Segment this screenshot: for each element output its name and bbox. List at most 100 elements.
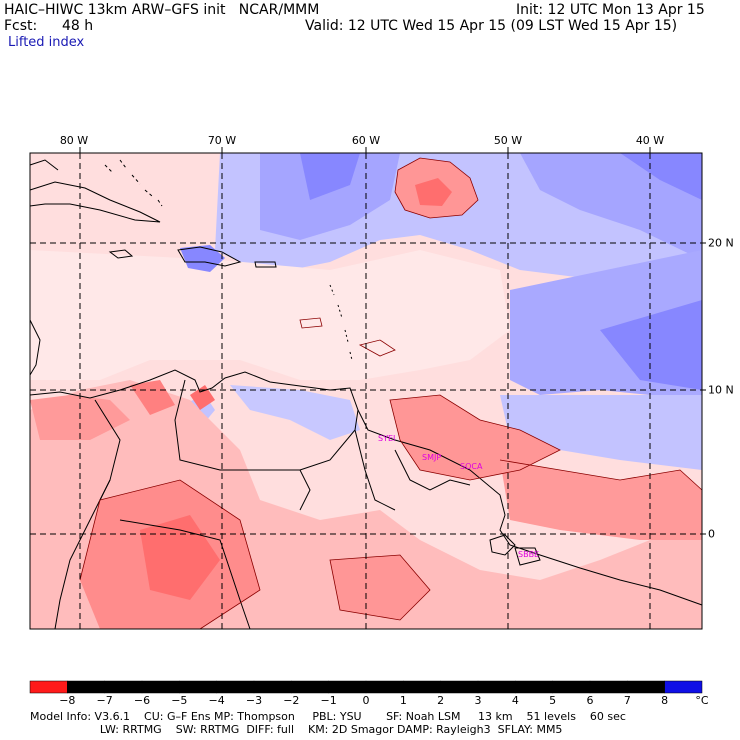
lifted-index-field [30,153,702,629]
colorbar-swatch [403,680,441,694]
coast-lesser-antilles [329,284,353,361]
colorbar-tick-label: −3 [245,694,263,707]
colorbar-tick-label: −5 [171,694,188,707]
colorbar [29,680,703,694]
colorbar-swatch [552,680,591,694]
stable-area-n-core [300,153,360,200]
colorbar-tick-label: 8 [661,694,669,707]
colorbar-swatch [365,680,404,694]
coast-hispaniola [177,246,242,267]
stable-area-core [260,153,400,240]
axis-ticks [79,147,706,535]
colorbar-tick-label: −6 [133,694,151,707]
model-info-line1: Model Info: V3.6.1 CU: G–F Ens MP: Thomp… [30,710,626,723]
colorbar-swatch [440,680,479,694]
neutral-zone [30,250,510,380]
colorbar-swatch [29,680,68,694]
station-smjp: SMJP [422,453,441,462]
border-colombia-venezuela [174,379,311,511]
stable-area-east-core [600,300,702,390]
colorbar-tick-label: −2 [283,694,300,707]
contour-guianas [389,394,561,481]
station-soca: SOCA [460,462,483,471]
lat-label-20n: 20 N [708,236,734,250]
colorbar-tick-label: 5 [549,694,557,707]
colorbar-swatch [589,680,628,694]
unstable-area-guianas [390,395,560,480]
unstable-cell-maracaibo [190,385,215,410]
colorbar-swatch [104,680,143,694]
contour-brazil [329,554,431,621]
colorbar-swatch [179,680,217,694]
lon-label-40w: 40 W [635,134,665,147]
stable-area-ne-core [620,153,702,200]
unstable-area-itcz [500,460,702,540]
colorbar-tick-label: −4 [208,694,225,707]
valid-time: Valid: 12 UTC Wed 15 Apr 15 (09 LST Wed … [305,18,678,34]
lat-lon-grid [30,153,702,629]
lon-label-80w: 80 W [59,134,89,147]
colorbar-tick-label: 1 [399,694,407,707]
border-colombia-peru [54,479,111,630]
lon-label-70w: 70 W [207,134,237,147]
border-venezuela-guyana [299,409,359,471]
model-info-line2: LW: RRTMG SW: RRTMG DIFF: full KM: 2D Sm… [30,723,563,736]
colorbar-tick-label: 4 [511,694,519,707]
colorbar-tick-label: −7 [96,694,113,707]
coast-florida [29,159,59,171]
stable-area-ne [520,153,702,260]
colorbar-unit: °C [695,694,709,707]
coast-puerto-rico [254,261,277,268]
contour-atlantic [394,157,479,219]
border-brazil-peru [119,519,251,630]
coast-cuba [29,181,161,223]
map-title: HAIC–HIWC 13km ARW–GFS init NCAR/MMM [4,2,320,18]
colorbar-swatch [515,680,553,694]
coast-amazon-mouth [514,547,541,566]
colorbar-swatch [477,680,516,694]
colorbar-swatch [627,680,665,694]
colorbar-swatch [141,680,180,694]
lat-label-10n: 10 N [708,383,734,397]
colorbar-swatch [664,680,703,694]
contours [79,157,703,630]
colorbar-tick-label: 2 [437,694,445,707]
field-name: Lifted index [8,35,85,50]
lat-label-0: 0 [708,527,715,541]
colorbar-tick-label: 7 [623,694,631,707]
coast-marajo [489,534,516,556]
border-suriname [394,449,471,491]
stations: SYEI SMJP SOCA SBBE [378,434,539,559]
unstable-cell-atlantic-core [415,178,452,206]
unstable-area-brazil [330,555,430,620]
forecast-label: Fcst: [4,18,38,34]
colorbar-swatch [328,680,367,694]
colorbar-tick-label: 0 [362,694,370,707]
stable-area-caribbean [230,385,360,440]
stable-area-se [500,395,702,470]
colorbar-swatch [291,680,329,694]
colorbar-swatch [253,680,292,694]
colorbar-tick-label: 6 [586,694,594,707]
border-guyana-brazil [354,429,396,511]
forecast-hour: 48 h [62,18,94,34]
colorbar-tick-label: −1 [320,694,337,707]
contour-small-cells [299,317,396,357]
coast-central-america [29,319,41,376]
lon-label-60w: 60 W [351,134,381,147]
coast-bahamas [104,159,163,207]
coast-jamaica [108,249,134,259]
init-time: Init: 12 UTC Mon 13 Apr 15 [516,2,705,18]
contour-itcz [499,459,703,491]
coastlines [29,159,703,630]
colorbar-swatch [216,680,255,694]
unstable-core-amazon [140,515,220,600]
map-frame [29,152,703,630]
colorbar-swatch [67,680,105,694]
unstable-cell-panama [130,380,175,415]
contour-amazon [79,479,261,630]
lon-label-50w: 50 W [493,134,523,147]
station-syei: SYEI [378,434,395,443]
stable-cell-hispaniola [180,245,225,272]
